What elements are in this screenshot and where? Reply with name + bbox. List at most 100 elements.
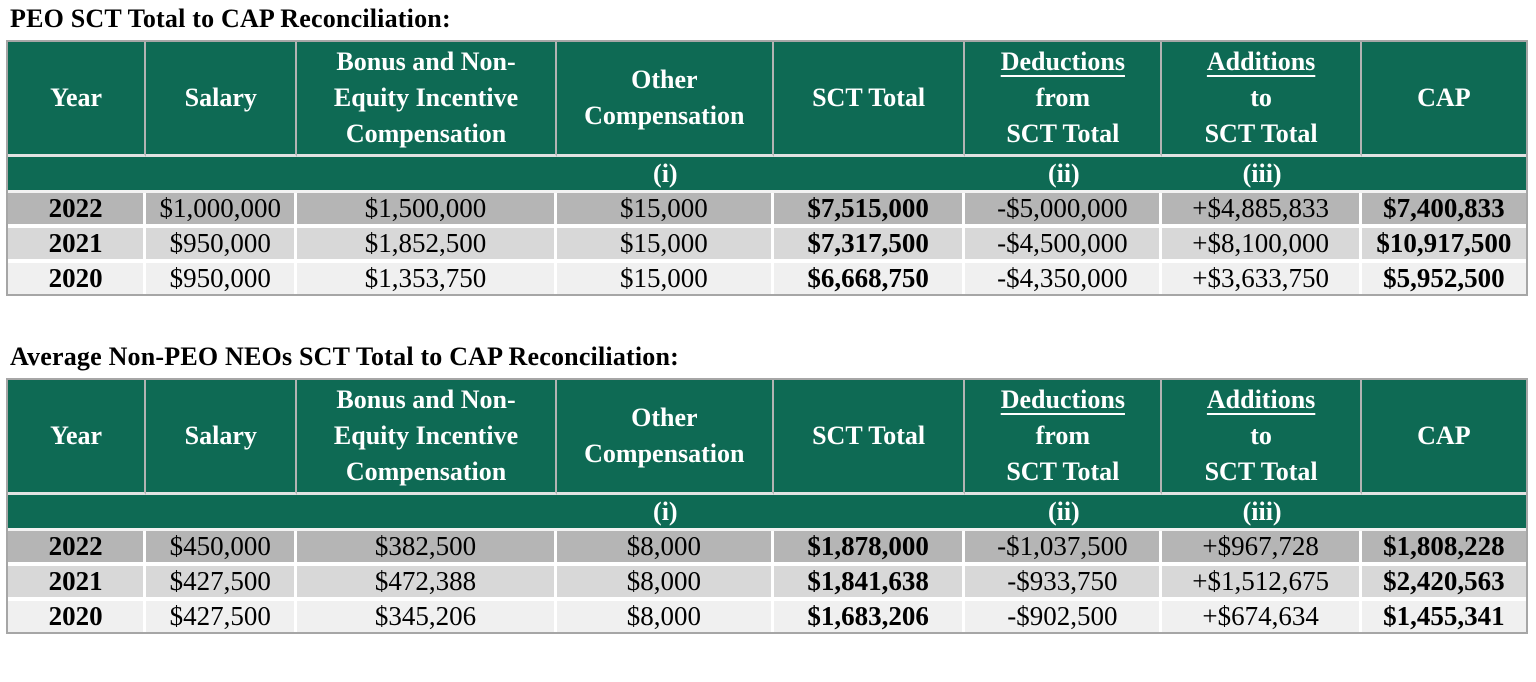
table-row-2021: 2021 $427,500 $472,388 $8,000 $1,841,638… bbox=[8, 566, 1526, 601]
column-header-other-compensation: Other Compensation bbox=[556, 380, 774, 495]
header-text: Year bbox=[50, 83, 103, 112]
salary-cell: $1,000,000 bbox=[146, 193, 298, 228]
header-text: SCT Total bbox=[1006, 457, 1120, 486]
header-text: SCT Total bbox=[1006, 119, 1120, 148]
year-cell: 2020 bbox=[8, 601, 147, 632]
salary-cell: $450,000 bbox=[146, 531, 298, 566]
footnote-label-iii: (iii) bbox=[1162, 157, 1362, 193]
column-header-deductions: Deductions from SCT Total bbox=[965, 380, 1163, 495]
header-text: Bonus and Non- bbox=[336, 47, 516, 76]
column-header-additions: Additions to SCT Total bbox=[1162, 380, 1362, 495]
sct-total-cell: $7,317,500 bbox=[773, 228, 966, 263]
header-text: CAP bbox=[1417, 421, 1471, 450]
header-text: Other bbox=[631, 403, 698, 432]
document-page: PEO SCT Total to CAP Reconciliation: Yea… bbox=[6, 4, 1528, 634]
cap-cell: $1,455,341 bbox=[1361, 601, 1526, 632]
header-text: SCT Total bbox=[812, 421, 926, 450]
header-text: Bonus and Non- bbox=[336, 385, 516, 414]
deductions-cell: -$1,037,500 bbox=[965, 531, 1163, 566]
column-header-cap: CAP bbox=[1361, 380, 1526, 495]
header-row: Year Salary Bonus and Non- Equity Incent… bbox=[8, 42, 1526, 157]
header-text: Compensation bbox=[584, 101, 745, 130]
column-header-year: Year bbox=[8, 42, 147, 157]
bonus-cell: $1,852,500 bbox=[297, 228, 557, 263]
table-row-2021: 2021 $950,000 $1,852,500 $15,000 $7,317,… bbox=[8, 228, 1526, 263]
header-underlined-word: Additions bbox=[1206, 47, 1316, 76]
additions-cell: +$4,885,833 bbox=[1162, 193, 1362, 228]
peo-reconciliation-table: Year Salary Bonus and Non- Equity Incent… bbox=[6, 40, 1528, 296]
sct-total-cell: $1,841,638 bbox=[773, 566, 966, 601]
year-cell: 2021 bbox=[8, 228, 147, 263]
additions-cell: +$1,512,675 bbox=[1162, 566, 1362, 601]
cap-cell: $5,952,500 bbox=[1361, 263, 1526, 294]
column-header-year: Year bbox=[8, 380, 147, 495]
cap-cell: $2,420,563 bbox=[1361, 566, 1526, 601]
non-peo-table-title: Average Non-PEO NEOs SCT Total to CAP Re… bbox=[10, 342, 680, 371]
cap-cell: $7,400,833 bbox=[1361, 193, 1526, 228]
footnote-label-i: (i) bbox=[556, 495, 774, 531]
header-text: from bbox=[1035, 83, 1091, 112]
footnote-cell bbox=[1361, 157, 1526, 193]
salary-cell: $427,500 bbox=[146, 601, 298, 632]
deductions-cell: -$5,000,000 bbox=[965, 193, 1163, 228]
column-header-bonus: Bonus and Non- Equity Incentive Compensa… bbox=[297, 380, 557, 495]
additions-cell: +$967,728 bbox=[1162, 531, 1362, 566]
deductions-cell: -$4,350,000 bbox=[965, 263, 1163, 294]
footnote-cell bbox=[146, 157, 298, 193]
salary-cell: $427,500 bbox=[146, 566, 298, 601]
column-header-cap: CAP bbox=[1361, 42, 1526, 157]
header-text: SCT Total bbox=[812, 83, 926, 112]
other-compensation-cell: $15,000 bbox=[556, 228, 774, 263]
footnote-cell bbox=[146, 495, 298, 531]
header-underlined-word: Additions bbox=[1206, 385, 1316, 414]
deductions-cell: -$902,500 bbox=[965, 601, 1163, 632]
footnote-label-ii: (ii) bbox=[965, 495, 1163, 531]
table-row-2022: 2022 $1,000,000 $1,500,000 $15,000 $7,51… bbox=[8, 193, 1526, 228]
column-header-bonus: Bonus and Non- Equity Incentive Compensa… bbox=[297, 42, 557, 157]
header-underlined-word: Deductions bbox=[1000, 47, 1125, 76]
header-text: Compensation bbox=[584, 439, 745, 468]
year-cell: 2022 bbox=[8, 531, 147, 566]
column-header-sct-total: SCT Total bbox=[773, 380, 966, 495]
year-cell: 2022 bbox=[8, 193, 147, 228]
header-text: Equity Incentive bbox=[333, 83, 519, 112]
footnote-cell bbox=[8, 495, 147, 531]
footnote-cell bbox=[297, 495, 557, 531]
sct-total-cell: $6,668,750 bbox=[773, 263, 966, 294]
sct-total-cell: $1,878,000 bbox=[773, 531, 966, 566]
bonus-cell: $382,500 bbox=[297, 531, 557, 566]
footnote-cell bbox=[773, 157, 966, 193]
header-text: to bbox=[1250, 421, 1272, 450]
header-text: Other bbox=[631, 65, 698, 94]
sct-total-cell: $7,515,000 bbox=[773, 193, 966, 228]
footnote-label-ii: (ii) bbox=[965, 157, 1163, 193]
bonus-cell: $345,206 bbox=[297, 601, 557, 632]
column-header-deductions: Deductions from SCT Total bbox=[965, 42, 1163, 157]
header-text: Salary bbox=[184, 421, 257, 450]
column-header-salary: Salary bbox=[146, 380, 298, 495]
column-header-additions: Additions to SCT Total bbox=[1162, 42, 1362, 157]
other-compensation-cell: $15,000 bbox=[556, 263, 774, 294]
footnote-cell bbox=[773, 495, 966, 531]
header-text: to bbox=[1250, 83, 1272, 112]
header-text: Compensation bbox=[345, 457, 507, 486]
year-cell: 2021 bbox=[8, 566, 147, 601]
table-row-2020: 2020 $427,500 $345,206 $8,000 $1,683,206… bbox=[8, 601, 1526, 632]
cap-cell: $1,808,228 bbox=[1361, 531, 1526, 566]
other-compensation-cell: $8,000 bbox=[556, 601, 774, 632]
header-underlined-word: Deductions bbox=[1000, 385, 1125, 414]
footnote-label-iii: (iii) bbox=[1162, 495, 1362, 531]
deductions-cell: -$933,750 bbox=[965, 566, 1163, 601]
additions-cell: +$674,634 bbox=[1162, 601, 1362, 632]
salary-cell: $950,000 bbox=[146, 263, 298, 294]
salary-cell: $950,000 bbox=[146, 228, 298, 263]
header-text: Salary bbox=[184, 83, 257, 112]
other-compensation-cell: $8,000 bbox=[556, 566, 774, 601]
header-text: CAP bbox=[1417, 83, 1471, 112]
header-text: SCT Total bbox=[1204, 119, 1318, 148]
header-text: from bbox=[1035, 421, 1091, 450]
column-header-sct-total: SCT Total bbox=[773, 42, 966, 157]
additions-cell: +$3,633,750 bbox=[1162, 263, 1362, 294]
footnote-row: (i) (ii) (iii) bbox=[8, 495, 1526, 531]
deductions-cell: -$4,500,000 bbox=[965, 228, 1163, 263]
